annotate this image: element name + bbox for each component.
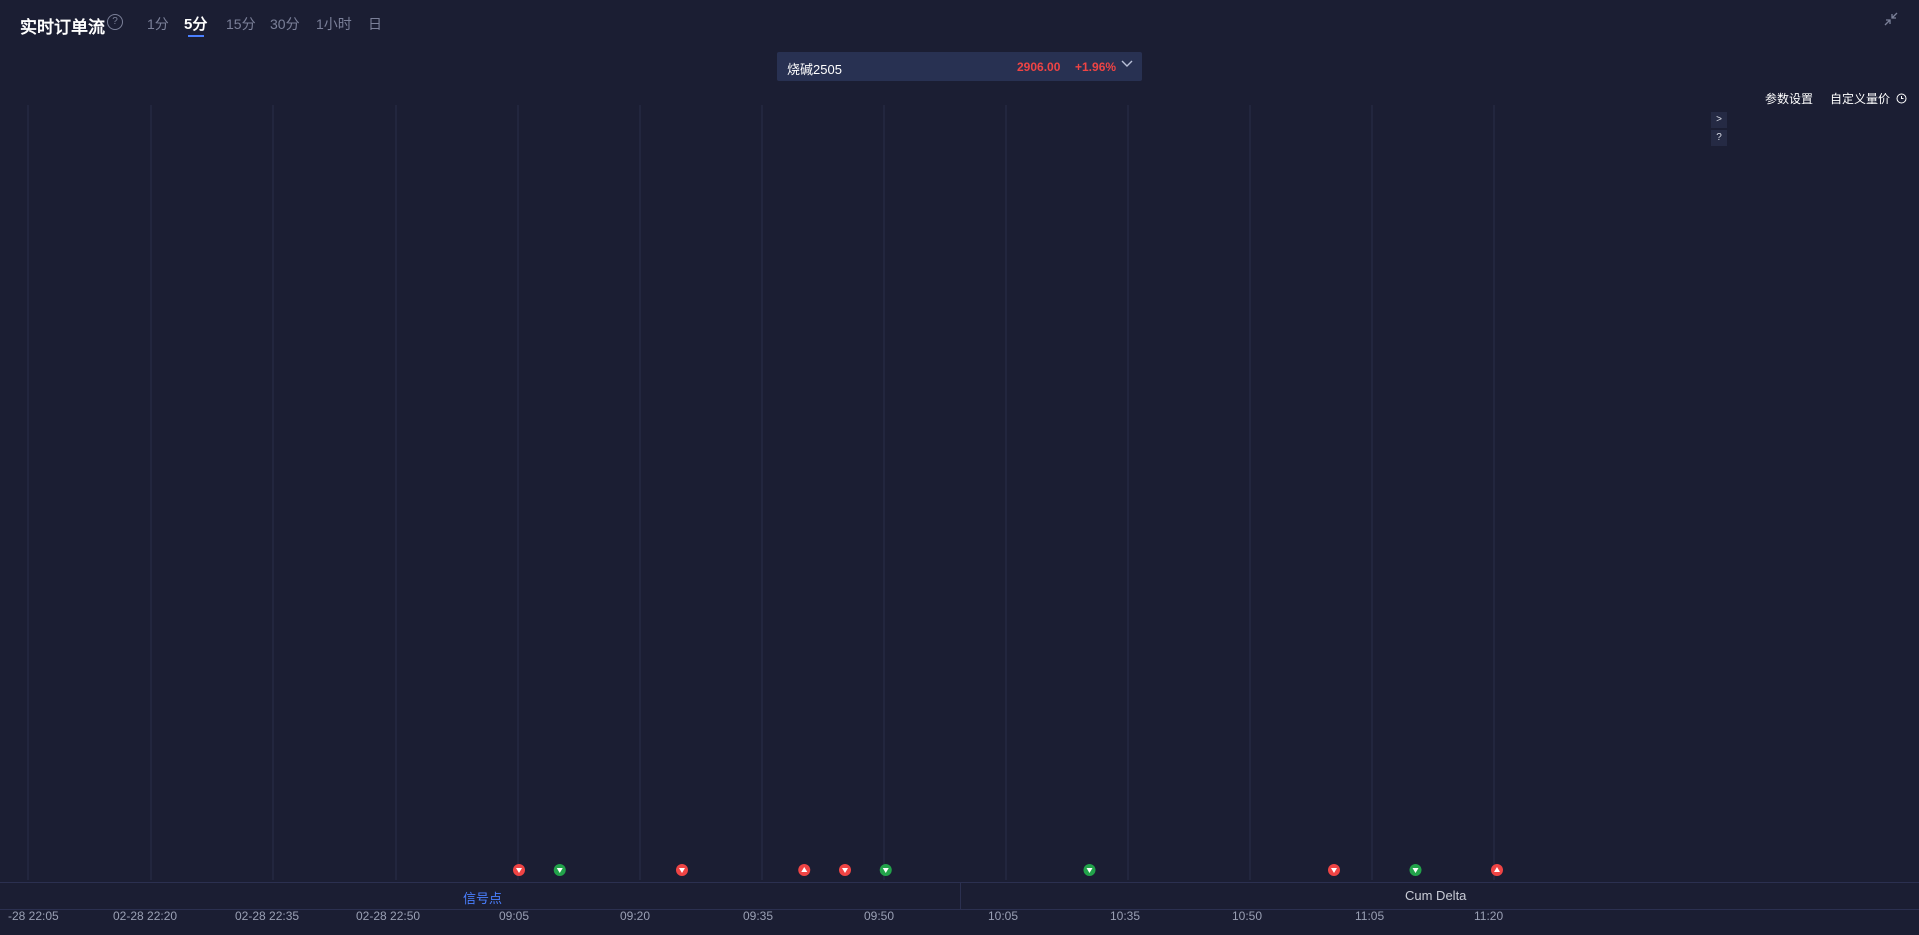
time-tick-label: 09:05 xyxy=(499,909,530,923)
signal-arrow xyxy=(556,868,563,873)
footprint-chart[interactable]: 29302920291029002890288028701 : 01 : 136… xyxy=(0,105,1919,882)
signal-arrow xyxy=(1086,868,1093,873)
tab-timeframe-15m[interactable]: 15分 xyxy=(226,16,256,32)
time-tick-label: 10:05 xyxy=(988,909,1019,923)
signal-marker[interactable] xyxy=(1491,864,1503,876)
nav-help-button[interactable]: ? xyxy=(1711,130,1727,146)
signal-marker[interactable] xyxy=(513,864,525,876)
tab-signal-points[interactable]: 信号点 xyxy=(463,891,503,906)
tab-cum-delta[interactable]: Cum Delta xyxy=(1405,888,1467,903)
tab-timeframe-1m[interactable]: 1分 xyxy=(147,16,169,32)
signal-marker[interactable] xyxy=(553,864,566,876)
shrink-arrows-icon[interactable] xyxy=(1884,12,1898,29)
tab-timeframe-30m[interactable]: 30分 xyxy=(270,16,300,32)
time-tick-label: 02-28 22:35 xyxy=(235,909,300,923)
time-tick-label: 02-28 22:50 xyxy=(356,909,421,923)
tab-timeframe-5m[interactable]: 5分 xyxy=(184,16,208,33)
tab-divider xyxy=(960,883,961,909)
time-tick-label: 02-28 22:20 xyxy=(113,909,178,923)
signal-marker[interactable] xyxy=(1409,864,1422,876)
page-title: 实时订单流 xyxy=(20,18,105,37)
time-tick-label: 11:20 xyxy=(1474,909,1504,923)
signal-marker[interactable] xyxy=(1083,864,1096,876)
symbol-name: 烧碱2505 xyxy=(787,62,842,77)
signal-marker[interactable] xyxy=(798,864,811,876)
signal-marker[interactable] xyxy=(1328,864,1340,876)
tab-timeframe-1d[interactable]: 日 xyxy=(368,16,382,32)
symbol-selector[interactable]: 烧碱2505 2906.00 +1.96% xyxy=(777,52,1142,81)
signal-arrow xyxy=(1494,867,1500,872)
time-tick-label: -28 22:05 xyxy=(8,909,59,923)
custom-volume-link[interactable]: 自定义量价 xyxy=(1830,92,1891,106)
question-circle-icon[interactable]: ? xyxy=(107,14,123,30)
active-tab-indicator xyxy=(188,35,204,37)
settings-link[interactable]: 参数设置 xyxy=(1765,92,1814,106)
signal-arrow xyxy=(842,868,848,873)
bottom-tab-bar: 信号点 Cum Delta xyxy=(0,882,1919,910)
signal-arrow xyxy=(882,868,889,873)
signal-arrow xyxy=(1412,868,1419,873)
tab-timeframe-1h[interactable]: 1小时 xyxy=(316,16,352,32)
time-tick-label: 09:20 xyxy=(620,909,651,923)
time-tick-label: 09:35 xyxy=(743,909,774,923)
symbol-change: +1.96% xyxy=(1075,60,1117,74)
top-bar: 实时订单流 ? 1分 5分 15分 30分 1小时 日 xyxy=(0,0,1919,46)
time-tick-label: 09:50 xyxy=(864,909,895,923)
time-tick-label: 11:05 xyxy=(1355,909,1385,923)
signal-arrow xyxy=(516,868,522,873)
signal-marker[interactable] xyxy=(879,864,892,876)
signal-marker[interactable] xyxy=(676,864,688,876)
symbol-price: 2906.00 xyxy=(1017,60,1061,74)
signal-arrow xyxy=(1331,868,1337,873)
signal-arrow xyxy=(801,867,808,872)
clock-icon[interactable] xyxy=(1896,91,1907,109)
time-tick-label: 10:50 xyxy=(1232,909,1263,923)
nav-next-button[interactable]: > xyxy=(1711,112,1727,128)
signal-marker[interactable] xyxy=(839,864,851,876)
chevron-down-icon[interactable] xyxy=(1121,58,1133,73)
time-tick-label: 10:35 xyxy=(1110,909,1141,923)
signal-arrow xyxy=(679,868,685,873)
